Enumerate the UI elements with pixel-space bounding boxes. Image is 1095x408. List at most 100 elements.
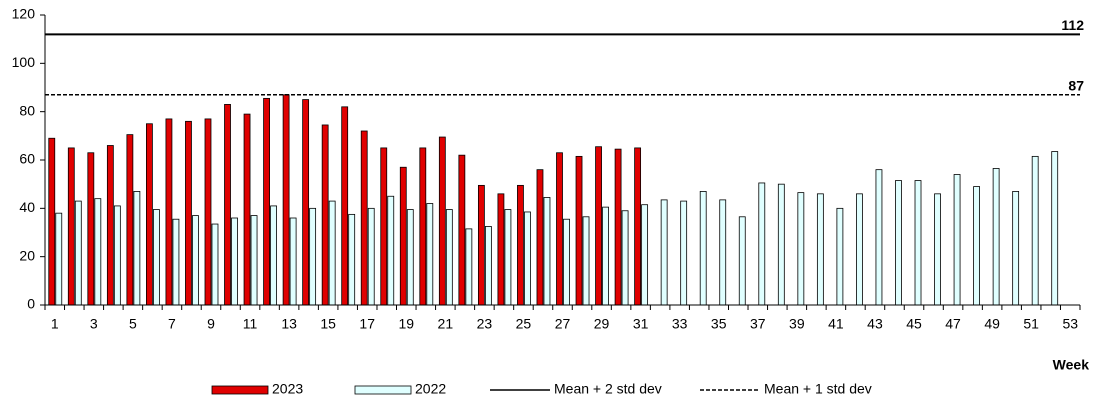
bar bbox=[87, 152, 95, 306]
bar bbox=[211, 223, 219, 306]
y-tick-label: 120 bbox=[12, 6, 36, 22]
bar bbox=[641, 204, 649, 306]
x-tick-label: 19 bbox=[398, 316, 414, 332]
bar bbox=[367, 207, 375, 306]
legend-label: Mean + 2 std dev bbox=[554, 381, 662, 397]
x-tick-label: 5 bbox=[129, 316, 137, 332]
x-tick-label: 47 bbox=[945, 316, 961, 332]
bar bbox=[185, 120, 192, 306]
bar bbox=[321, 124, 329, 306]
bar bbox=[856, 193, 863, 306]
x-tick-label: 25 bbox=[516, 316, 532, 332]
x-tick-label: 9 bbox=[207, 316, 215, 332]
bar bbox=[48, 137, 56, 306]
reference-label: 87 bbox=[1068, 77, 1084, 93]
bar bbox=[94, 198, 102, 306]
bar bbox=[153, 209, 160, 306]
x-tick-label: 53 bbox=[1062, 316, 1078, 332]
bar bbox=[341, 106, 349, 306]
bar bbox=[524, 211, 531, 306]
y-tick-label: 40 bbox=[19, 199, 35, 215]
bar bbox=[797, 192, 805, 306]
bar bbox=[497, 193, 505, 306]
x-tick-label: 49 bbox=[984, 316, 1000, 332]
bar bbox=[165, 118, 173, 306]
bar bbox=[699, 191, 707, 306]
bar bbox=[614, 148, 622, 306]
bar bbox=[426, 203, 434, 306]
bar bbox=[465, 228, 473, 306]
bar bbox=[360, 130, 368, 306]
reference-label: 112 bbox=[1061, 17, 1084, 33]
bar bbox=[582, 216, 590, 306]
bar bbox=[67, 147, 75, 306]
bar bbox=[270, 205, 277, 306]
x-axis-label: Week bbox=[1053, 357, 1090, 373]
x-tick-label: 37 bbox=[750, 316, 766, 332]
bar bbox=[895, 180, 902, 306]
bar bbox=[1051, 151, 1059, 306]
bar bbox=[74, 200, 82, 306]
bar bbox=[231, 217, 238, 306]
bar bbox=[953, 174, 961, 306]
bar bbox=[204, 118, 212, 306]
x-tick-label: 13 bbox=[281, 316, 297, 332]
bar bbox=[243, 113, 251, 306]
x-tick-label: 1 bbox=[51, 316, 59, 332]
bar bbox=[458, 154, 466, 306]
bar bbox=[419, 147, 427, 306]
x-tick-label: 3 bbox=[90, 316, 98, 332]
bar bbox=[445, 209, 453, 306]
x-tick-label: 29 bbox=[594, 316, 610, 332]
legend-swatch bbox=[211, 385, 269, 395]
x-tick-label: 41 bbox=[828, 316, 844, 332]
bar bbox=[556, 152, 563, 306]
bar bbox=[172, 218, 180, 306]
bar bbox=[348, 213, 356, 306]
bar bbox=[328, 200, 336, 306]
bar bbox=[224, 104, 231, 306]
bar bbox=[875, 169, 883, 306]
y-tick-label: 20 bbox=[19, 247, 35, 263]
bar bbox=[438, 136, 446, 306]
bar bbox=[992, 168, 1000, 306]
y-tick-label: 60 bbox=[19, 151, 35, 167]
bar bbox=[302, 99, 310, 306]
bar bbox=[602, 206, 609, 306]
legend-label: 2022 bbox=[415, 381, 446, 397]
bar bbox=[575, 155, 583, 306]
x-tick-label: 39 bbox=[789, 316, 805, 332]
y-tick-label: 0 bbox=[27, 296, 35, 312]
bar bbox=[133, 191, 141, 306]
bar bbox=[836, 207, 844, 306]
x-tick-label: 11 bbox=[243, 316, 258, 332]
x-tick-label: 15 bbox=[320, 316, 336, 332]
bar bbox=[126, 134, 134, 306]
bar bbox=[477, 184, 485, 306]
bar bbox=[595, 146, 602, 306]
bar bbox=[1012, 191, 1020, 306]
x-tick-label: 27 bbox=[555, 316, 571, 332]
bar bbox=[934, 193, 941, 306]
bar bbox=[816, 193, 824, 306]
bar bbox=[543, 197, 551, 306]
bar bbox=[289, 217, 297, 306]
bar bbox=[406, 209, 414, 306]
x-tick-label: 23 bbox=[477, 316, 493, 332]
bar bbox=[484, 226, 492, 306]
bar bbox=[563, 218, 570, 306]
bar bbox=[621, 210, 629, 306]
bar bbox=[106, 145, 114, 306]
bar bbox=[719, 199, 727, 306]
x-tick-label: 33 bbox=[672, 316, 688, 332]
bar bbox=[55, 212, 63, 306]
bar bbox=[634, 147, 642, 306]
y-tick-label: 80 bbox=[19, 102, 35, 118]
bar bbox=[399, 166, 407, 306]
bar bbox=[113, 205, 121, 306]
bar bbox=[536, 169, 544, 306]
bar bbox=[504, 209, 512, 306]
x-tick-label: 45 bbox=[906, 316, 922, 332]
